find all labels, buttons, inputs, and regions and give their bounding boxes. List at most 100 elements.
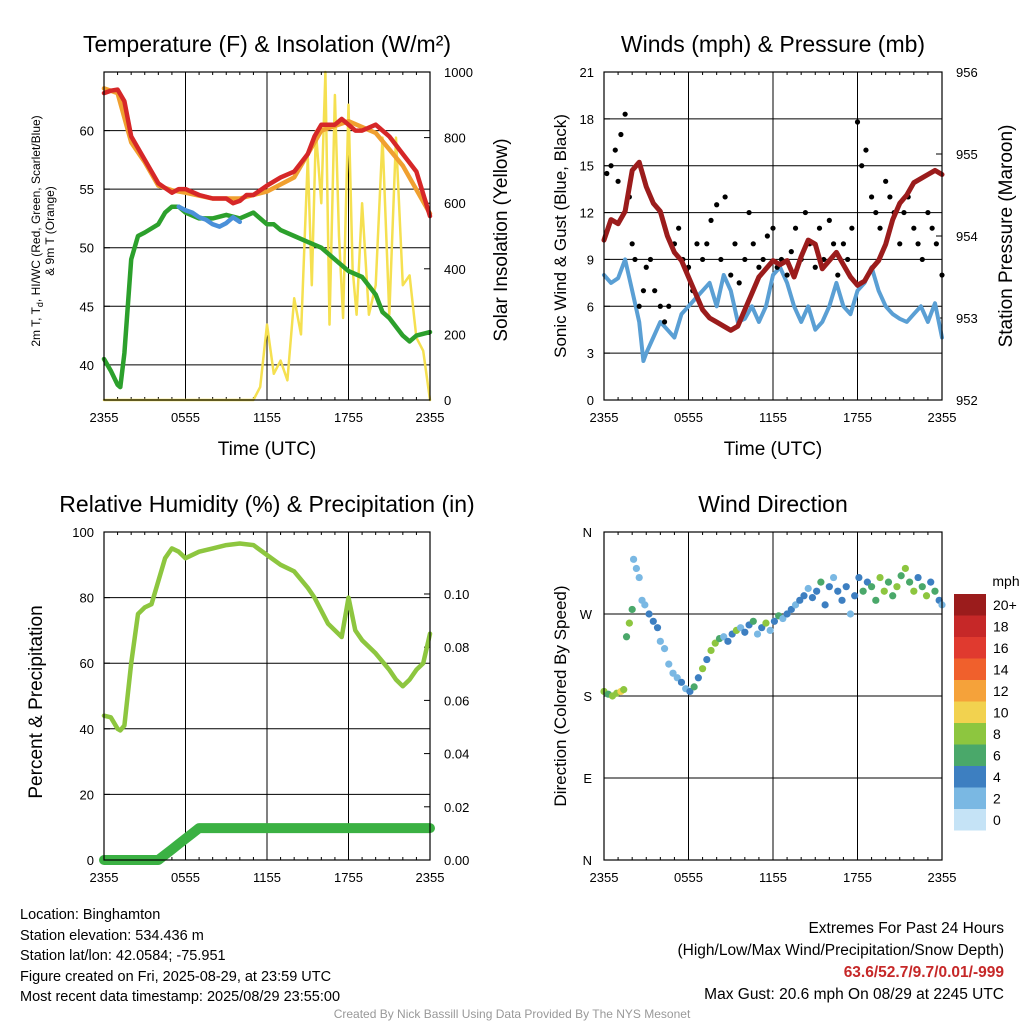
wind-xtick-label: 2355 [928, 410, 957, 425]
legend-swatch [954, 723, 986, 745]
gust-point [756, 264, 762, 270]
temp-ylabel-part1: 2m T, T [29, 306, 43, 346]
direction-point [677, 678, 686, 686]
direction-point [653, 624, 662, 632]
temp-ytick-label: 60 [80, 124, 94, 139]
direction-point [690, 683, 698, 691]
gust-point [784, 272, 790, 278]
temp-ylabel-part2: , HI/WC (Red, Green, Scarlet/Blue) [29, 115, 43, 302]
wind-ytick-label: 12 [580, 206, 594, 221]
wind-y2tick-label: 955 [956, 147, 978, 162]
gust-point [732, 241, 738, 247]
temp-title: Temperature (F) & Insolation (W/m²) [83, 31, 451, 57]
credit-text: Created By Nick Bassill Using Data Provi… [333, 1007, 691, 1021]
direction-point [779, 614, 787, 623]
extremes-subtitle: (High/Low/Max Wind/Precipitation/Snow De… [677, 942, 1005, 959]
direction-point [817, 578, 825, 586]
legend-swatch [954, 680, 986, 702]
legend-label: 20+ [993, 597, 1017, 613]
direction-point [753, 630, 762, 638]
legend-label: 12 [993, 683, 1009, 699]
wind-frame: 2355 0555 1155 1755 2355 [590, 72, 957, 425]
direction-point [720, 633, 728, 641]
temp-series-line [176, 204, 243, 229]
direction-point [859, 587, 867, 595]
legend-label: 10 [993, 705, 1009, 721]
gust-point [647, 256, 654, 263]
gust-point [830, 241, 837, 247]
direction-point [749, 617, 757, 625]
rh-xtick-label: 2355 [90, 870, 119, 885]
wind-xtick-label: 1755 [843, 410, 872, 425]
direction-point [628, 605, 636, 614]
station-info: Location: Binghamton Station elevation: … [20, 905, 340, 1008]
wind-border [603, 71, 943, 401]
direction-point [645, 610, 653, 618]
dir-border [603, 531, 943, 861]
legend-label: 2 [993, 791, 1001, 807]
direction-point [741, 628, 749, 636]
dir-xtick-label: 1755 [843, 870, 872, 885]
temp-ytick-label: 50 [80, 241, 94, 256]
wind-speed-line [602, 257, 944, 363]
direction-point [649, 617, 657, 625]
direction-point [808, 594, 817, 602]
gust-point [629, 241, 635, 247]
gust-point [643, 264, 649, 270]
gust-point [661, 319, 668, 325]
extremes-info: Extremes For Past 24 Hours (High/Low/Max… [678, 918, 1005, 1006]
legend-swatch [954, 766, 986, 788]
gust-point [868, 194, 875, 200]
direction-point [669, 669, 677, 677]
rh-y2tick-label: 0.02 [444, 800, 469, 815]
dir-ytick-label: W [580, 607, 593, 622]
gust-point [699, 256, 706, 263]
wind-y2label: Station Pressure (Maroon) [996, 125, 1017, 348]
direction-point [622, 633, 631, 641]
direction-point [834, 587, 842, 595]
rh-y2tick-label: 0.06 [444, 693, 469, 708]
direction-point [766, 626, 774, 635]
direction-point [762, 619, 770, 627]
temp-y2label: Solar Insolation (Yellow) [491, 138, 512, 341]
gust-point [618, 131, 624, 138]
direction-point [656, 637, 664, 645]
direction-point [813, 587, 821, 595]
gust-point [911, 225, 917, 231]
temp-xtick-label: 2355 [90, 410, 119, 425]
legend-swatch [954, 701, 986, 723]
temp-series-line [101, 204, 433, 390]
wind-ytick-label: 15 [580, 159, 594, 174]
direction-point [914, 573, 922, 582]
rh-ytick-label: 80 [80, 591, 94, 606]
gust-point [657, 303, 663, 309]
wind-ytick-label: 6 [587, 299, 594, 314]
dir-ytick-label: S [583, 689, 592, 704]
temp-ylabel-subscript: d [35, 302, 45, 307]
direction-point [893, 583, 901, 591]
gust-point [666, 303, 672, 309]
gust-point [622, 111, 628, 117]
dir-xtick-label: 0555 [674, 870, 703, 885]
rh-y2tick-label: 0.04 [444, 747, 469, 762]
gust-point [883, 178, 889, 184]
direction-point [867, 583, 876, 591]
rh-y2tick-label: 0.08 [444, 640, 469, 655]
gust-point [770, 225, 776, 231]
wind-xtick-label: 0555 [674, 410, 703, 425]
wind-ylabel: Sonic Wind & Gust (Blue, Black) [551, 114, 570, 358]
gust-point [901, 209, 907, 216]
temp-xtick-label: 2355 [416, 410, 445, 425]
pressure-line [601, 159, 945, 333]
legend-label: 8 [993, 726, 1001, 742]
gust-point [925, 209, 931, 216]
gust-point [877, 225, 883, 231]
rh-ytick-label: 40 [80, 722, 94, 737]
direction-point [770, 617, 779, 625]
legend-swatch [954, 594, 986, 616]
direction-point [851, 592, 859, 600]
rh-ytick-label: 60 [80, 656, 94, 671]
gust-point [835, 272, 841, 278]
gust-point [722, 194, 728, 200]
direction-point [758, 624, 766, 632]
